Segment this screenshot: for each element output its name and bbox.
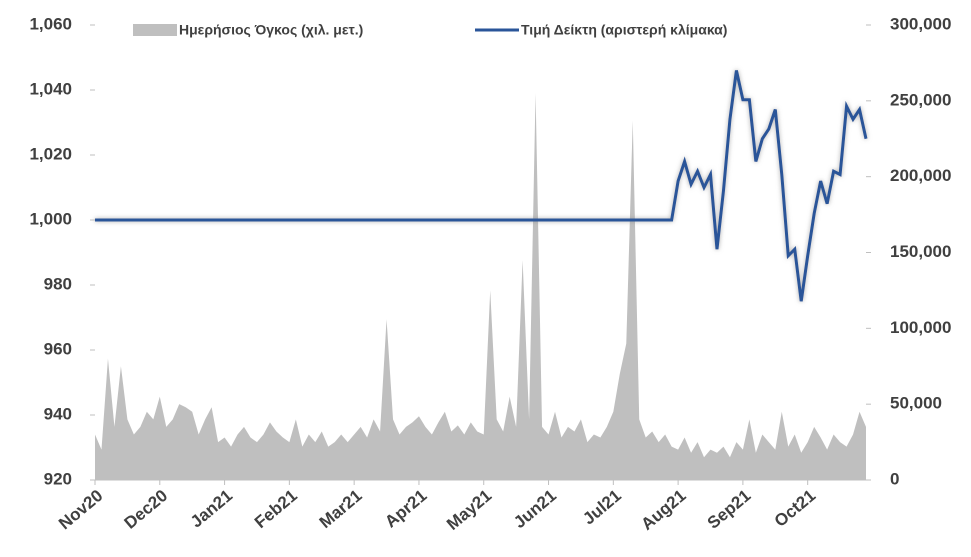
y2-tick-label: 200,000 <box>890 166 951 185</box>
y-tick-label: 1,040 <box>29 79 72 98</box>
x-tick-label: Dec20 <box>121 486 172 533</box>
x-tick-label: Jun21 <box>510 486 560 532</box>
x-tick-label: Feb21 <box>251 486 301 532</box>
y2-tick-label: 150,000 <box>890 242 951 261</box>
y2-tick-label: 300,000 <box>890 14 951 33</box>
index-line <box>95 70 868 302</box>
x-tick-label: Mar21 <box>316 486 366 532</box>
x-tick-label: May21 <box>443 486 495 534</box>
y2-tick-label: 250,000 <box>890 90 951 109</box>
y2-tick-label: 50,000 <box>890 394 942 413</box>
y2-tick-label: 0 <box>890 469 899 488</box>
legend-swatch <box>133 24 177 36</box>
y-tick-label: 960 <box>44 339 72 358</box>
y-tick-label: 980 <box>44 274 72 293</box>
volume-area <box>95 93 866 480</box>
x-tick-label: Aug21 <box>638 486 690 534</box>
legend-label: Ημερήσιος Όγκος (χιλ. μετ.) <box>179 22 363 38</box>
y-tick-label: 1,020 <box>29 144 72 163</box>
x-tick-label: Oct21 <box>771 486 819 531</box>
x-tick-label: Sep21 <box>704 486 755 533</box>
x-tick-label: Apr21 <box>381 486 430 532</box>
y-tick-label: 1,000 <box>29 209 72 228</box>
y-tick-label: 940 <box>44 404 72 423</box>
legend-label: Τιμή Δείκτη (αριστερή κλίμακα) <box>521 22 727 38</box>
y2-tick-label: 100,000 <box>890 318 951 337</box>
y-tick-label: 920 <box>44 469 72 488</box>
y-tick-label: 1,060 <box>29 14 72 33</box>
x-tick-label: Nov20 <box>55 486 106 533</box>
x-tick-label: Jul21 <box>579 486 625 529</box>
x-tick-label: Jan21 <box>187 486 236 532</box>
